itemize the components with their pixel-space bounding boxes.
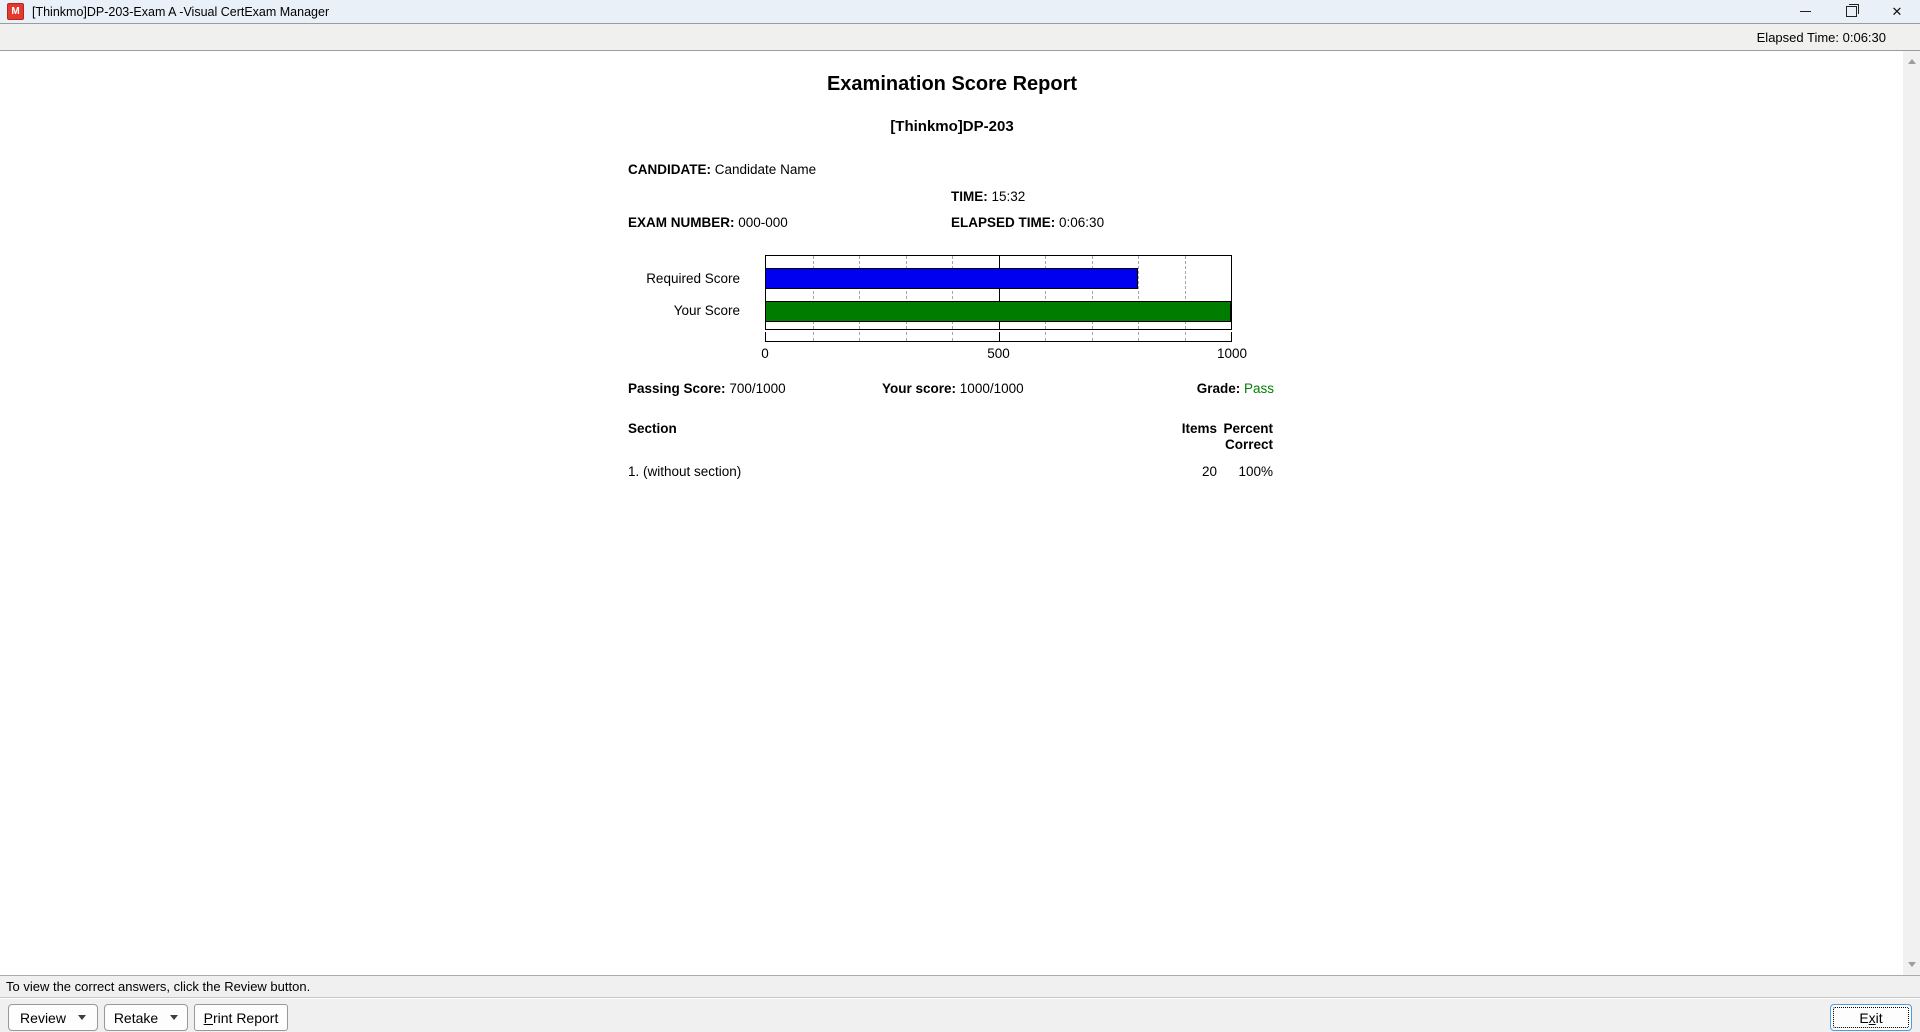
- review-dropdown-icon: [77, 1015, 86, 1020]
- window-controls: ✕: [1782, 0, 1920, 23]
- retake-dropdown-icon: [170, 1015, 179, 1020]
- required-score-label: Required Score: [646, 271, 740, 286]
- grade-value: Pass: [1243, 381, 1274, 396]
- your-score-value: 1000/1000: [959, 381, 1024, 396]
- candidate-value: Candidate Name: [714, 162, 817, 177]
- title-bar: M [Thinkmo]DP-203-Exam A -Visual CertExa…: [0, 0, 1920, 24]
- section-items: 20: [1201, 464, 1217, 479]
- time-value: 15:32: [991, 189, 1026, 204]
- axis-tick-0: 0: [761, 346, 769, 361]
- your-score-label: Your Score: [673, 303, 740, 318]
- retake-button-label: Retake: [113, 1009, 159, 1026]
- chart-gridlines: [766, 256, 1231, 329]
- items-column-header: Items: [1181, 421, 1217, 436]
- candidate-label: CANDIDATE:: [628, 162, 711, 177]
- page-title: Examination Score Report: [826, 73, 1078, 95]
- chart-axis: [765, 332, 1232, 342]
- your-score-bar: [766, 301, 1231, 322]
- your-score: Your score: 1000/1000: [882, 381, 1024, 396]
- elapsed-time-value: 0:06:30: [1059, 215, 1105, 230]
- vertical-scrollbar[interactable]: [1903, 51, 1920, 975]
- app-icon: M: [7, 3, 24, 20]
- score-report-page: Examination Score Report [Thinkmo]DP-203…: [0, 51, 1920, 975]
- axis-tick-1000: 1000: [1216, 346, 1248, 361]
- exam-number-value: 000-000: [738, 215, 788, 230]
- exit-label-pre: E: [1859, 1009, 1869, 1026]
- print-accelerator: P: [203, 1009, 213, 1026]
- close-icon: ✕: [1891, 4, 1903, 19]
- passing-score-value: 700/1000: [729, 381, 786, 396]
- score-bar-chart: Required Score Your Score 0 500 1000: [628, 255, 1276, 420]
- your-score-text-label: Your score:: [882, 381, 957, 396]
- review-button[interactable]: Review: [8, 1004, 98, 1031]
- print-report-button[interactable]: Print Report: [194, 1004, 288, 1031]
- time-row: TIME: 15:32: [951, 189, 1025, 204]
- review-button-label: Review: [20, 1009, 66, 1026]
- button-bar: Review Retake Print Report Exit: [0, 999, 1920, 1032]
- percent-column-header: Percent Correct: [1219, 421, 1273, 453]
- axis-tick-500: 500: [987, 346, 1010, 361]
- retake-button[interactable]: Retake: [104, 1004, 188, 1031]
- elapsed-time-row: ELAPSED TIME: 0:06:30: [951, 215, 1104, 230]
- window-title: [Thinkmo]DP-203-Exam A -Visual CertExam …: [32, 4, 330, 19]
- exit-focus-rect: [1833, 1007, 1909, 1028]
- elapsed-time-strip: Elapsed Time: 0:06:30: [0, 24, 1920, 51]
- status-bar: To view the correct answers, click the R…: [0, 975, 1920, 998]
- passing-score-label: Passing Score:: [628, 381, 726, 396]
- grade: Grade: Pass: [1197, 381, 1274, 396]
- grade-label: Grade:: [1196, 381, 1241, 396]
- passing-score: Passing Score: 700/1000: [628, 381, 786, 396]
- required-score-bar: [766, 268, 1138, 289]
- time-label: TIME:: [951, 189, 988, 204]
- section-name: 1. (without section): [628, 464, 742, 479]
- elapsed-time-indicator: Elapsed Time: 0:06:30: [1756, 30, 1886, 45]
- candidate-row: CANDIDATE: Candidate Name: [628, 162, 816, 177]
- exam-title: [Thinkmo]DP-203: [890, 118, 1014, 135]
- print-report-label: Print Report: [204, 1010, 279, 1026]
- chart-plot-area: [765, 255, 1232, 330]
- exit-accelerator: x: [1868, 1009, 1876, 1026]
- restore-button[interactable]: [1828, 0, 1874, 23]
- exit-label-rest: it: [1875, 1009, 1883, 1026]
- chart-axis-labels: 0 500 1000: [761, 346, 1247, 362]
- score-summary-row: Passing Score: 700/1000 Your score: 1000…: [628, 381, 1276, 399]
- section-column-header: Section: [628, 421, 677, 436]
- minimize-icon: [1799, 11, 1811, 12]
- print-label-rest: rint Report: [212, 1009, 279, 1026]
- percent-header-line2: Correct: [1224, 437, 1273, 452]
- scroll-up-icon: [1907, 59, 1916, 64]
- elapsed-time-label: ELAPSED TIME:: [951, 215, 1056, 230]
- minimize-button[interactable]: [1782, 0, 1828, 23]
- section-percent: 100%: [1238, 464, 1273, 479]
- chart-axis-ticks: [766, 332, 1231, 341]
- scroll-down-button[interactable]: [1903, 956, 1920, 973]
- percent-header-line1: Percent: [1223, 421, 1273, 436]
- exit-label: Exit: [1859, 1010, 1882, 1026]
- exit-button[interactable]: Exit: [1830, 1004, 1912, 1031]
- exam-number-label: EXAM NUMBER:: [628, 215, 735, 230]
- status-message: To view the correct answers, click the R…: [6, 979, 311, 994]
- close-button[interactable]: ✕: [1874, 0, 1920, 23]
- scroll-down-icon: [1907, 962, 1916, 967]
- scroll-up-button[interactable]: [1903, 53, 1920, 70]
- restore-icon: [1845, 4, 1859, 17]
- exam-number-row: EXAM NUMBER: 000-000: [628, 215, 788, 230]
